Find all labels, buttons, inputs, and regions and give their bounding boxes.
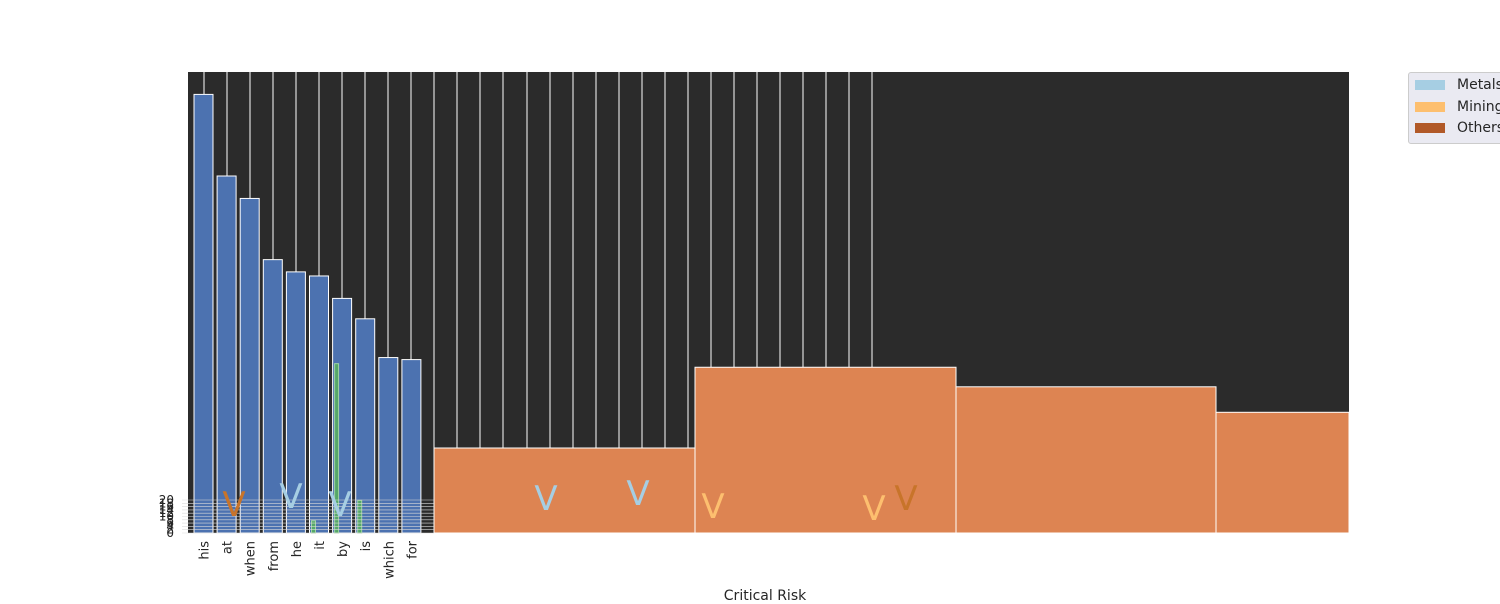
marker-0: V [222,485,245,525]
marker-6: V [862,489,885,529]
broad-bar-0 [433,447,696,534]
y-tick-label-18: 18 [159,496,174,510]
bar-at [216,175,237,534]
x-tick-label-at: at [221,541,236,554]
y-tick-label-2: 2 [166,523,174,537]
x-tick-label-when: when [244,541,259,576]
x-tick-label-which: which [382,541,397,579]
bar-for [401,359,422,534]
legend-item-mining: Mining [1415,98,1500,116]
bar-when [239,197,260,534]
broad-bar-1 [694,366,957,534]
x-tick-label-he: he [290,541,305,557]
marker-1: V [279,477,302,517]
bar-it [309,275,329,534]
legend-label-mining: Mining [1457,99,1500,115]
y-tick-label-0: 0 [166,526,174,540]
marker-5: V [701,487,724,527]
marker-2: V [328,485,351,525]
legend-swatch-metals [1415,80,1445,90]
marker-4: V [626,474,649,514]
legend-item-others: Others [1415,119,1500,137]
y-tick-label-6: 6 [166,516,174,530]
broad-bar-3 [1215,411,1350,534]
y-tick-label-16: 16 [159,500,174,514]
y-tick-label-4: 4 [166,519,174,533]
y-tick-label-12: 12 [159,506,174,520]
marker-3: V [534,479,557,519]
x-tick-label-from: from [267,541,282,571]
broad-bar-2 [955,386,1217,534]
legend-swatch-others [1415,123,1445,133]
x-tick-label-for: for [405,540,420,559]
legend-item-metals: Metals [1415,76,1500,94]
y-tick-label-20: 20 [159,493,174,507]
x-tick-label-by: by [336,541,351,557]
legend-swatch-mining [1415,102,1445,112]
x-tick-label-is: is [359,541,374,552]
y-tick-label-8: 8 [166,513,174,527]
legend-label-others: Others [1457,120,1500,136]
x-tick-label-it: it [313,541,328,550]
secondary-bar-it [311,520,316,534]
y-tick-label-14: 14 [159,503,174,517]
marker-7: V [894,479,917,519]
y-tick-label-10: 10 [159,510,174,524]
legend-label-metals: Metals [1457,77,1500,93]
bar-his [193,93,214,534]
x-tick-label-his: his [198,541,213,560]
legend: Metals Mining Others [1408,72,1500,144]
x-axis-label: Critical Risk [723,588,807,604]
